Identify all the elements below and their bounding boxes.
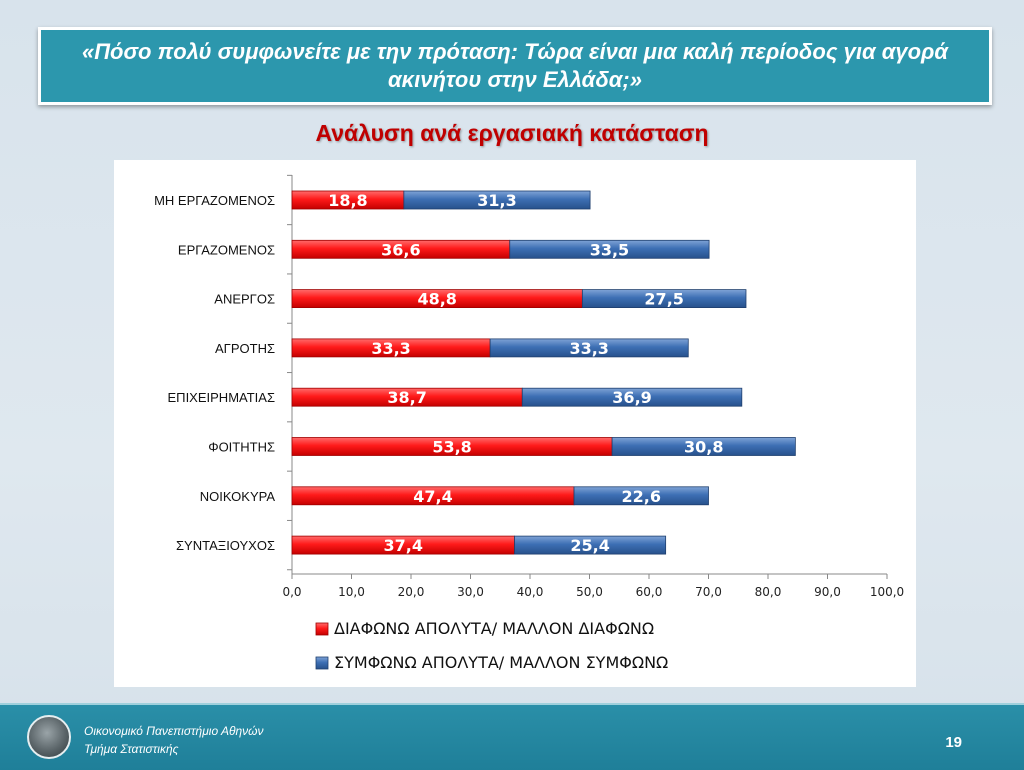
x-tick-label: 30,0 [457,585,484,599]
data-label: 27,5 [644,290,683,309]
question-title-box: «Πόσο πολύ συμφωνείτε με την πρόταση: Τώ… [38,27,992,105]
category-label: ΦΟΙΤΗΤΗΣ [208,440,275,455]
category-label: ΑΝΕΡΓΟΣ [214,292,275,307]
data-label: 25,4 [570,536,609,555]
x-tick-label: 40,0 [517,585,544,599]
data-label: 36,9 [612,388,651,407]
data-label: 33,5 [590,240,629,259]
data-label: 47,4 [413,487,452,506]
legend-swatch-disagree [315,622,329,636]
data-label: 18,8 [328,191,367,210]
data-label: 33,3 [569,339,608,358]
category-label: ΜΗ ΕΡΓΑΖΟΜΕΝΟΣ [154,193,275,208]
x-tick-label: 20,0 [398,585,425,599]
x-tick-label: 100,0 [870,585,904,599]
x-tick-label: 0,0 [282,585,301,599]
data-label: 53,8 [432,438,471,457]
data-label: 31,3 [477,191,516,210]
data-label: 37,4 [384,536,423,555]
data-label: 33,3 [371,339,410,358]
bar-agree [514,535,667,555]
bar-agree [611,437,796,456]
bar-agree [581,289,747,309]
bar-agree [509,239,710,259]
data-label: 38,7 [387,388,426,407]
legend-swatch-agree [315,656,329,670]
chart-panel: 0,0 10,0 20,0 30,0 40,0 50,0 60,0 70,0 80,0 90,0 1… [114,160,916,687]
data-label: 36,6 [381,240,420,259]
bar-agree [403,190,591,210]
footer-bar: Οικονομικό Πανεπιστήμιο Αθηνών Τμήμα Στα… [0,703,1024,770]
question-title: «Πόσο πολύ συμφωνείτε με την πρόταση: Τώ… [81,39,948,92]
x-tick-label: 70,0 [695,585,722,599]
bar-agree [573,486,709,506]
x-tick-label: 90,0 [814,585,841,599]
legend-label-disagree: ΔΙΑΦΩΝΩ ΑΠΟΛΥΤΑ/ ΜΑΛΛΟΝ ΔΙΑΦΩΝΩ [334,619,654,638]
x-tick-label: 50,0 [576,585,603,599]
university-logo-icon [27,715,71,759]
x-tick-label: 10,0 [338,585,365,599]
category-label: ΕΡΓΑΖΟΜΕΝΟΣ [178,242,275,257]
chart-subtitle: Ανάλυση ανά εργασιακή κατάσταση [315,120,709,146]
footer-text: Οικονομικό Πανεπιστήμιο Αθηνών Τμήμα Στα… [84,722,264,758]
stacked-bar-chart: 0,0 10,0 20,0 30,0 40,0 50,0 60,0 70,0 80,0 90,0 1… [154,174,904,672]
page-number: 19 [945,734,962,751]
legend-label-agree: ΣΥΜΦΩΝΩ ΑΠΟΛΥΤΑ/ ΜΑΛΛΟΝ ΣΥΜΦΩΝΩ [334,653,668,672]
data-label: 30,8 [684,438,723,457]
university-name: Οικονομικό Πανεπιστήμιο Αθηνών [84,724,264,738]
x-tick-label: 60,0 [636,585,663,599]
department-name: Τμήμα Στατιστικής [84,742,179,756]
category-label: ΕΠΙΧΕΙΡΗΜΑΤΙΑΣ [168,390,275,405]
category-label: ΑΓΡΟΤΗΣ [215,341,275,356]
data-label: 22,6 [622,487,661,506]
category-label: ΣΥΝΤΑΞΙΟΥΧΟΣ [176,538,275,553]
bar-agree [489,338,689,358]
data-label: 48,8 [417,290,456,309]
bar-agree [521,387,743,407]
category-label: ΝΟΙΚΟΚΥΡΑ [200,489,276,504]
x-tick-label: 80,0 [755,585,782,599]
